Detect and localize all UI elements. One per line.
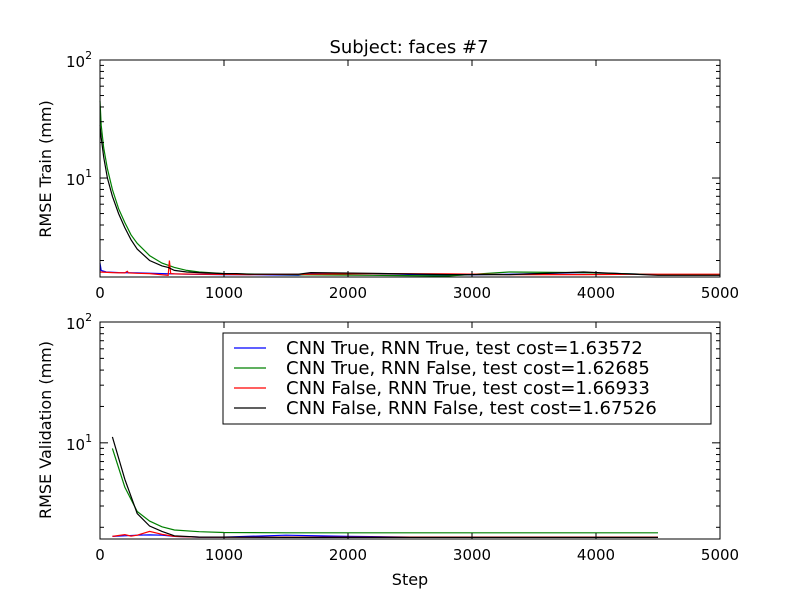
figure-title: Subject: faces #7	[329, 37, 488, 58]
x-tick-label: 1000	[205, 284, 243, 302]
x-tick-label: 3000	[453, 546, 491, 564]
x-tick-label: 5000	[701, 284, 739, 302]
bottom-y-axis-label: RMSE Validation (mm)	[36, 341, 55, 519]
bottom-axis-ticks: 0 1000 2000 3000 4000 5000 101 102	[66, 311, 739, 564]
legend-label: CNN False, RNN True, test cost=1.66933	[286, 378, 650, 399]
top-axes-frame	[99, 59, 721, 278]
x-tick-label: 4000	[577, 284, 615, 302]
series-line-4	[99, 125, 720, 276]
legend-label: CNN False, RNN False, test cost=1.67526	[286, 398, 657, 419]
legend-label: CNN True, RNN True, test cost=1.63572	[286, 338, 643, 359]
top-y-axis-label: RMSE Train (mm)	[36, 100, 55, 237]
series-line-4	[111, 436, 658, 539]
bottom-plot-lines	[111, 436, 658, 539]
legend-entries: CNN True, RNN True, test cost=1.63572CNN…	[234, 338, 657, 419]
legend-box	[222, 332, 712, 425]
x-tick-label: 0	[95, 546, 105, 564]
y-tick-label: 101	[66, 167, 92, 189]
x-tick-label: 2000	[329, 546, 367, 564]
bottom-axes-frame	[99, 321, 721, 540]
bottom-panel: 0 1000 2000 3000 4000 5000 101 102 RMSE Validat…	[36, 311, 739, 589]
x-tick-label: 3000	[453, 284, 491, 302]
series-line-3	[99, 260, 720, 276]
legend-label: CNN True, RNN False, test cost=1.62685	[286, 358, 650, 379]
x-tick-label: 5000	[701, 546, 739, 564]
x-tick-label: 0	[95, 284, 105, 302]
top-axis-ticks: 0 1000 2000 3000 4000 5000 101 102	[66, 49, 739, 302]
x-tick-label: 1000	[205, 546, 243, 564]
y-tick-label: 101	[66, 432, 92, 454]
x-axis-label: Step	[392, 570, 428, 589]
series-line-2	[99, 100, 720, 277]
x-tick-label: 2000	[329, 284, 367, 302]
top-plot-lines	[99, 100, 720, 277]
y-tick-label: 102	[66, 49, 92, 71]
x-tick-label: 4000	[577, 546, 615, 564]
legend: CNN True, RNN True, test cost=1.63572CNN…	[222, 332, 712, 425]
top-panel: 0 1000 2000 3000 4000 5000 101 102 RMSE Train (…	[36, 49, 739, 302]
series-line-2	[111, 448, 658, 534]
y-tick-label: 102	[66, 311, 92, 333]
